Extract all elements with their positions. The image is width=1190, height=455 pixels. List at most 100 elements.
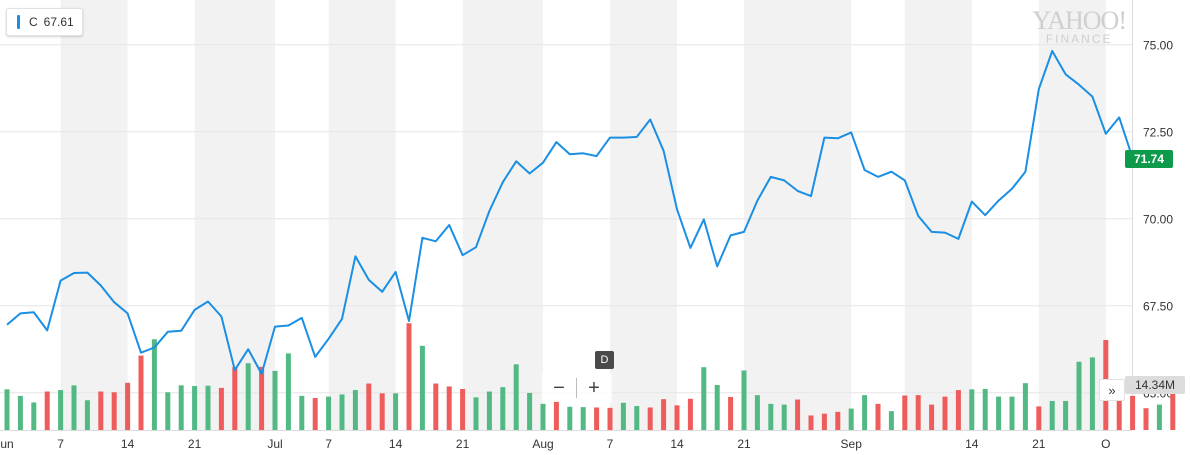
volume-bar: [500, 387, 506, 430]
volume-bar: [339, 394, 345, 430]
volume-bar: [419, 345, 425, 430]
legend-symbol: C: [29, 15, 38, 29]
volume-bar: [446, 386, 452, 430]
volume-bar: [687, 398, 693, 430]
volume-bar: [808, 415, 814, 430]
x-tick-label: 14: [965, 437, 979, 451]
x-tick-label: Aug: [532, 437, 553, 451]
volume-bar: [44, 391, 50, 430]
time-band: [744, 0, 852, 430]
time-band: [610, 0, 677, 430]
volume-bar: [326, 396, 332, 430]
zoom-divider: [576, 378, 577, 398]
x-tick-label: 14: [670, 437, 684, 451]
time-band: [904, 0, 972, 430]
volume-bar: [862, 395, 868, 430]
volume-bar: [138, 355, 144, 430]
y-tick-label: 72.50: [1143, 126, 1173, 140]
volume-bar: [781, 404, 787, 430]
volume-bar: [821, 413, 827, 430]
time-band: [194, 0, 275, 430]
volume-bar: [58, 390, 64, 430]
volume-bar: [1009, 396, 1015, 430]
volume-bar: [312, 398, 318, 430]
volume-bar: [728, 396, 734, 430]
volume-bar: [165, 392, 171, 430]
volume-bar: [245, 363, 251, 430]
volume-bar: [768, 403, 774, 430]
volume-bar: [996, 396, 1002, 430]
volume-bar: [218, 387, 224, 430]
volume-bar: [1076, 361, 1082, 430]
volume-bar: [406, 323, 412, 430]
time-band: [60, 0, 128, 430]
last-price-tag: 71.74: [1125, 150, 1173, 168]
volume-bar: [232, 367, 238, 430]
volume-bar: [942, 396, 948, 430]
volume-bar: [527, 392, 533, 430]
volume-bar: [1049, 400, 1055, 430]
x-tick-label: 7: [57, 437, 64, 451]
volume-bar: [795, 399, 801, 430]
time-band: [328, 0, 396, 430]
volume-bar: [460, 388, 466, 430]
zoom-out-button[interactable]: −: [553, 376, 565, 399]
volume-bar: [1170, 390, 1176, 430]
volume-bar: [661, 399, 667, 430]
x-tick-label: 21: [1032, 437, 1046, 451]
jump-to-latest-button[interactable]: »: [1099, 379, 1125, 401]
yahoo-finance-watermark: YAHOO! FINANCE: [1032, 8, 1127, 46]
x-tick-label: O: [1101, 437, 1110, 451]
volume-bar: [205, 385, 211, 430]
volume-bar: [393, 393, 399, 430]
volume-bar: [888, 411, 894, 430]
volume-bar: [902, 395, 908, 430]
y-tick-label: 67.50: [1143, 300, 1173, 314]
watermark-subtext: FINANCE: [1045, 32, 1113, 46]
volume-bar: [553, 400, 559, 430]
volume-bar: [192, 386, 198, 430]
volume-bar: [433, 383, 439, 430]
volume-bar: [955, 390, 961, 430]
x-tick-label: 14: [121, 437, 135, 451]
volume-bar: [84, 400, 90, 430]
volume-bar: [1036, 406, 1042, 430]
zoom-in-button[interactable]: +: [588, 376, 600, 399]
volume-bar: [285, 353, 291, 430]
volume-bar: [835, 411, 841, 430]
series-legend[interactable]: C 67.61: [6, 8, 83, 36]
volume-bar: [1116, 392, 1122, 430]
volume-bar: [1130, 395, 1136, 430]
volume-bar: [580, 407, 586, 430]
volume-bar: [982, 388, 988, 430]
x-tick-label: 7: [607, 437, 614, 451]
volume-bar: [98, 391, 104, 430]
volume-bar: [272, 370, 278, 430]
time-band: [462, 0, 543, 430]
volume-bar: [513, 364, 519, 430]
volume-bar: [714, 384, 720, 430]
x-tick-label: 21: [737, 437, 751, 451]
volume-bar: [17, 395, 23, 430]
period-badge[interactable]: D: [595, 351, 614, 369]
volume-bar: [741, 370, 747, 430]
volume-bar: [1089, 357, 1095, 430]
volume-bar: [540, 403, 546, 430]
volume-bar: [178, 385, 184, 430]
y-tick-label: 70.00: [1143, 213, 1173, 227]
volume-bar: [607, 407, 613, 430]
volume-bar: [473, 397, 479, 430]
time-band: [1038, 0, 1106, 430]
volume-bar: [299, 395, 305, 430]
volume-bar: [929, 404, 935, 430]
volume-bar: [701, 367, 707, 430]
volume-bar: [71, 385, 77, 430]
x-tick-label: 21: [456, 437, 470, 451]
volume-bar: [567, 406, 573, 430]
volume-bar: [674, 405, 680, 430]
volume-bar: [848, 408, 854, 430]
volume-bar: [151, 339, 157, 430]
y-tick-label: 75.00: [1143, 39, 1173, 53]
